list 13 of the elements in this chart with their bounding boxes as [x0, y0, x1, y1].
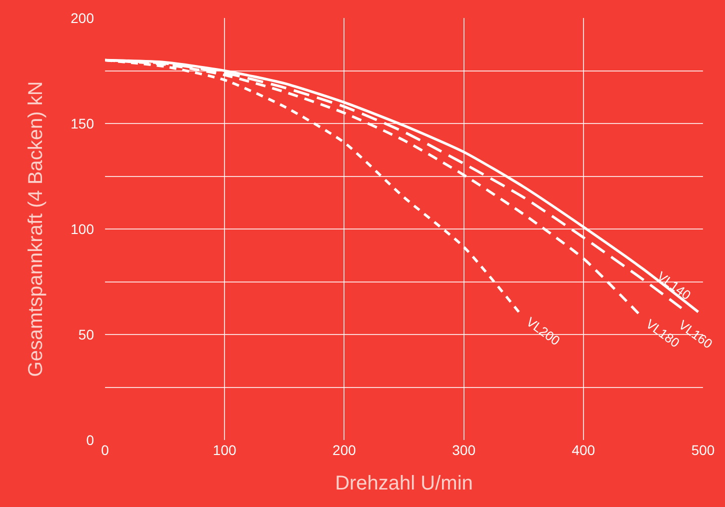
- y-tick-label: 0: [86, 432, 94, 448]
- y-tick-label: 200: [70, 10, 94, 26]
- x-tick-label: 200: [332, 442, 356, 458]
- x-tick-label: 0: [101, 442, 110, 458]
- y-tick-label: 150: [70, 115, 94, 132]
- y-tick-label: 50: [78, 326, 94, 342]
- y-tick-label: 100: [70, 220, 94, 237]
- x-tick-label: 400: [572, 442, 596, 458]
- x-axis-title: Drehzahl U/min: [335, 472, 473, 494]
- x-tick-label: 100: [212, 442, 236, 458]
- x-tick-label: 500: [691, 442, 715, 458]
- x-tick-label: 300: [452, 442, 476, 458]
- y-axis-title: Gesamtspannkraft (4 Backen) kN: [25, 81, 48, 377]
